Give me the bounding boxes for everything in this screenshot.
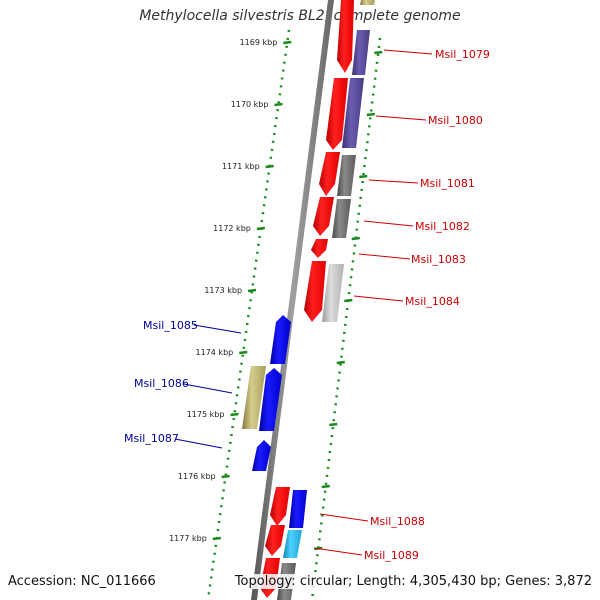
label-msil-1080[interactable]: Msil_1080 — [428, 114, 483, 127]
kbp-tick-mark — [274, 102, 283, 107]
cog-box-1084 — [322, 264, 344, 322]
label-msil-1088[interactable]: Msil_1088 — [370, 515, 425, 528]
cog-box-1088 — [289, 490, 307, 528]
right-tick-mark — [374, 50, 383, 55]
right-tick-mark — [351, 236, 360, 241]
kbp-tick-label: 1173 kbp — [204, 286, 242, 295]
kbp-tick-mark — [230, 412, 239, 417]
length-value: 4,305,430 bp — [409, 574, 497, 589]
kbp-tick-label: 1169 kbp — [240, 38, 278, 47]
cog-boxes — [277, 0, 375, 600]
genome-stats: Topology: circular; Length: 4,305,430 bp… — [230, 574, 592, 589]
kbp-tick-label: 1175 kbp — [187, 410, 225, 419]
genome-backbone — [251, 0, 334, 600]
kbp-tick-mark — [247, 288, 257, 293]
genes-value: 3,872 — [554, 574, 592, 589]
right-tick-mark — [321, 484, 330, 489]
cog-box-1081 — [337, 155, 356, 196]
kbp-tick-mark — [265, 164, 274, 169]
gene-msil-1089[interactable] — [265, 525, 285, 556]
kbp-tick-label: 1171 kbp — [222, 162, 260, 171]
kbp-tick-label: 1177 kbp — [169, 534, 207, 543]
forward-label-leaders — [313, 49, 433, 556]
accession-value: NC_011666 — [80, 574, 156, 589]
kbp-tick-mark — [283, 40, 292, 45]
kbp-tick-label: 1170 kbp — [231, 100, 269, 109]
right-tick-mark — [344, 298, 353, 303]
genome-title: Methylocella silvestris BL2, complete ge… — [139, 8, 461, 24]
cog-box-1079-top — [360, 0, 375, 5]
right-tick-mark — [359, 174, 368, 179]
label-msil-1087[interactable]: Msil_1087 — [124, 432, 179, 445]
gene-msil-1080[interactable] — [326, 78, 348, 150]
label-msil-1089[interactable]: Msil_1089 — [364, 549, 419, 562]
label-msil-1086[interactable]: Msil_1086 — [134, 377, 189, 390]
kbp-tick-label: 1174 kbp — [196, 348, 234, 357]
genes-label: Genes: — [505, 574, 551, 589]
right-tick-mark — [366, 112, 375, 117]
label-msil-1084[interactable]: Msil_1084 — [405, 295, 460, 308]
right-tick-mark — [329, 422, 338, 427]
cog-box-1086 — [242, 366, 266, 429]
label-msil-1083[interactable]: Msil_1083 — [411, 253, 466, 266]
gene-msil-1081[interactable] — [319, 152, 340, 196]
cog-box-1080 — [342, 78, 364, 148]
reverse-label-leaders — [174, 324, 242, 449]
gene-msil-1084[interactable] — [304, 261, 326, 322]
label-msil-1081[interactable]: Msil_1081 — [420, 177, 475, 190]
label-msil-1079[interactable]: Msil_1079 — [435, 48, 490, 61]
cog-box-1082 — [332, 199, 351, 238]
cog-box-1079 — [352, 30, 370, 75]
label-msil-1085[interactable]: Msil_1085 — [143, 319, 198, 332]
gene-msil-1083[interactable] — [311, 239, 328, 258]
kbp-ticks: 1169 kbp 1170 kbp 1171 kbp 1172 kbp 1173 kbp… — [169, 38, 292, 543]
gene-msil-1088[interactable] — [270, 487, 290, 526]
kbp-tick-label: 1176 kbp — [178, 472, 216, 481]
kbp-tick-mark — [212, 536, 221, 541]
kbp-tick-mark — [221, 474, 230, 479]
right-tick-mark — [336, 360, 345, 365]
cog-box-1089 — [283, 530, 302, 558]
topology-label: Topology: — [234, 574, 296, 589]
kbp-tick-label: 1172 kbp — [213, 224, 251, 233]
accession-label: Accession: — [8, 574, 77, 589]
length-label: Length: — [356, 574, 406, 589]
gene-msil-1079[interactable] — [337, 0, 354, 73]
gene-msil-1087[interactable] — [252, 440, 271, 471]
kbp-tick-mark — [256, 226, 266, 231]
gene-msil-1082[interactable] — [313, 197, 334, 236]
reverse-strand-genes — [242, 315, 291, 471]
accession-info: Accession: NC_011666 — [8, 574, 156, 589]
kbp-tick-mark — [239, 350, 248, 355]
gene-msil-1085[interactable] — [270, 315, 291, 364]
label-msil-1082[interactable]: Msil_1082 — [415, 220, 470, 233]
topology-value: circular — [299, 574, 348, 589]
forward-strand-genes — [260, 0, 354, 598]
gene-msil-1086[interactable] — [259, 368, 282, 431]
